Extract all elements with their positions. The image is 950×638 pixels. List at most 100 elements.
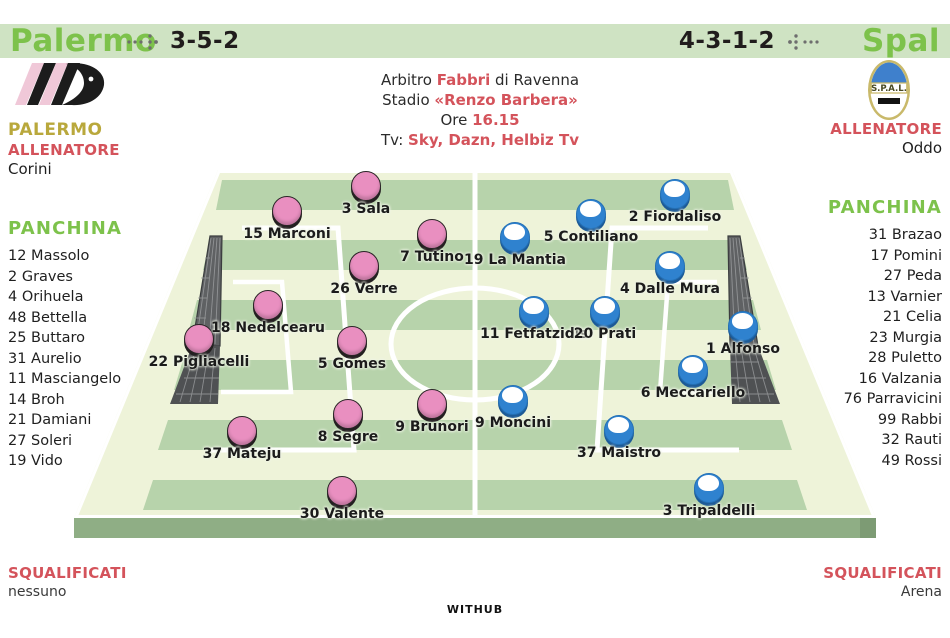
- kickoff-line: Ore 16.15: [300, 110, 660, 130]
- pitch-player-away[interactable]: 20 Prati: [574, 296, 636, 342]
- player-label: 11 Fetfatzidis: [480, 326, 588, 342]
- pitch-player-home[interactable]: 9 Brunori: [395, 389, 469, 435]
- chip-highlight: [502, 387, 523, 403]
- away-bench-title: PANCHINA: [827, 197, 942, 218]
- dotted-arrow-left-icon: [780, 33, 820, 51]
- bench-player-item: 11 Masciangelo: [8, 371, 122, 387]
- bench-player-item: 13 Varnier: [867, 288, 942, 305]
- pitch: 22 Pigliacelli 18 Nedelcearu 15 Marconi 3 S…: [70, 166, 880, 556]
- player-chip-away: [660, 179, 690, 209]
- player-label: 18 Nedelcearu: [211, 320, 325, 336]
- player-label: 30 Valente: [299, 506, 385, 522]
- bench-player-item: 76 Parravicini: [843, 391, 942, 407]
- player-label: 20 Prati: [573, 326, 637, 342]
- away-suspended-value: Arena: [900, 584, 942, 600]
- goal-left-icon: [170, 235, 223, 404]
- dotted-arrow-right-icon: [126, 33, 166, 51]
- player-chip-away: [519, 296, 549, 326]
- away-formation: 4-3-1-2: [678, 28, 775, 54]
- player-label: 3 Tripaldelli: [662, 503, 756, 519]
- pitch-player-home[interactable]: 5 Gomes: [318, 326, 386, 372]
- player-label: 9 Brunori: [395, 419, 469, 435]
- player-chip-away: [678, 355, 708, 385]
- pitch-player-away[interactable]: 1 Alfonso: [706, 311, 780, 357]
- bench-player-item: 99 Rabbi: [877, 411, 942, 428]
- pitch-player-home[interactable]: 15 Marconi: [243, 196, 331, 242]
- player-chip-home: [417, 389, 447, 419]
- away-bench-list: 31 Brazao 17 Pomini 27 Peda 13 Varnier 21 Ce…: [792, 225, 942, 471]
- chip-highlight: [504, 224, 525, 240]
- home-suspended-value: nessuno: [8, 584, 67, 600]
- home-suspended-label: SQUALIFICATI: [8, 564, 127, 582]
- pitch-player-home[interactable]: 37 Mateju: [203, 416, 281, 462]
- player-chip-away: [590, 296, 620, 326]
- player-chip-away: [655, 251, 685, 281]
- player-chip-away: [728, 311, 758, 341]
- home-side-panel: PALERMO ALLENATORE Corini PANCHINA 12 Ma…: [8, 120, 158, 472]
- pitch-player-away[interactable]: 11 Fetfatzidis: [480, 296, 588, 342]
- pitch-markings: [74, 170, 876, 518]
- player-chip-home: [253, 290, 283, 320]
- pitch-player-home[interactable]: 18 Nedelcearu: [211, 290, 325, 336]
- player-chip-home: [327, 476, 357, 506]
- player-chip-away: [694, 473, 724, 503]
- player-chip-home: [417, 219, 447, 249]
- pitch-player-away[interactable]: 37 Maistro: [577, 415, 661, 461]
- chip-highlight: [732, 313, 753, 329]
- chip-highlight: [664, 181, 685, 197]
- away-coach-label: ALLENATORE: [830, 120, 942, 138]
- bench-player-item: 19 Vido: [8, 453, 63, 469]
- home-bench-list: 12 Massolo 2 Graves 4 Orihuela 48 Bettella 2…: [8, 246, 158, 472]
- kickoff-time: 16.15: [472, 111, 520, 129]
- pitch-player-away[interactable]: 9 Moncini: [475, 385, 551, 431]
- player-chip-home: [227, 416, 257, 446]
- player-label: 37 Maistro: [576, 445, 662, 461]
- away-team-name: Spal: [861, 23, 940, 59]
- player-label: 7 Tutino: [400, 249, 464, 265]
- chip-highlight: [594, 298, 615, 314]
- player-chip-home: [349, 251, 379, 281]
- pitch-player-away[interactable]: 6 Meccariello: [641, 355, 745, 401]
- player-chip-away: [500, 222, 530, 252]
- bench-player-item: 21 Celia: [882, 309, 942, 325]
- spal-badge-crest-icon: S.P.A.L.: [834, 58, 944, 122]
- away-suspended-label: SQUALIFICATI: [823, 564, 942, 582]
- pitch-player-away[interactable]: 3 Tripaldelli: [663, 473, 755, 519]
- bench-player-item: 27 Soleri: [8, 432, 73, 449]
- pitch-player-away[interactable]: 4 Dalle Mura: [620, 251, 720, 297]
- player-chip-home: [337, 326, 367, 356]
- pitch-player-away[interactable]: 5 Contiliano: [544, 199, 638, 245]
- home-brand-text: PALERMO: [8, 120, 103, 140]
- home-coach-label: ALLENATORE: [8, 141, 120, 159]
- bench-player-item: 48 Bettella: [8, 309, 88, 326]
- pitch-player-away[interactable]: 19 La Mantia: [464, 222, 566, 268]
- pitch-player-home[interactable]: 26 Verre: [330, 251, 398, 297]
- pitch-player-home[interactable]: 8 Segre: [318, 399, 378, 445]
- chip-highlight: [523, 298, 544, 314]
- bench-player-item: 2 Graves: [8, 268, 73, 285]
- bench-player-item: 16 Valzania: [858, 370, 942, 387]
- player-label: 5 Gomes: [317, 356, 387, 372]
- bench-player-item: 23 Murgia: [869, 329, 942, 346]
- svg-text:S.P.A.L.: S.P.A.L.: [871, 84, 907, 94]
- pitch-player-away[interactable]: 2 Fiordaliso: [629, 179, 721, 225]
- player-label: 6 Meccariello: [640, 385, 746, 401]
- bench-player-item: 4 Orihuela: [8, 289, 84, 305]
- chip-highlight: [659, 253, 680, 269]
- bench-player-item: 28 Puletto: [868, 350, 942, 366]
- player-chip-home: [184, 324, 214, 354]
- pitch-player-home[interactable]: 3 Sala: [342, 171, 390, 217]
- chip-highlight: [580, 201, 601, 217]
- pitch-player-home[interactable]: 30 Valente: [300, 476, 384, 522]
- player-label: 5 Contiliano: [543, 229, 639, 245]
- referee-line: Arbitro Fabbri di Ravenna: [300, 70, 660, 90]
- bench-player-item: 31 Aurelio: [8, 350, 82, 367]
- kickoff-prefix: Ore: [440, 111, 473, 129]
- pitch-player-home[interactable]: 7 Tutino: [400, 219, 464, 265]
- player-label: 1 Alfonso: [706, 341, 780, 357]
- pitch-player-home[interactable]: 22 Pigliacelli: [149, 324, 249, 370]
- player-label: 4 Dalle Mura: [620, 281, 720, 297]
- chip-highlight: [682, 357, 703, 373]
- pitch-slab-front: [74, 518, 876, 538]
- referee-suffix: di Ravenna: [490, 71, 580, 89]
